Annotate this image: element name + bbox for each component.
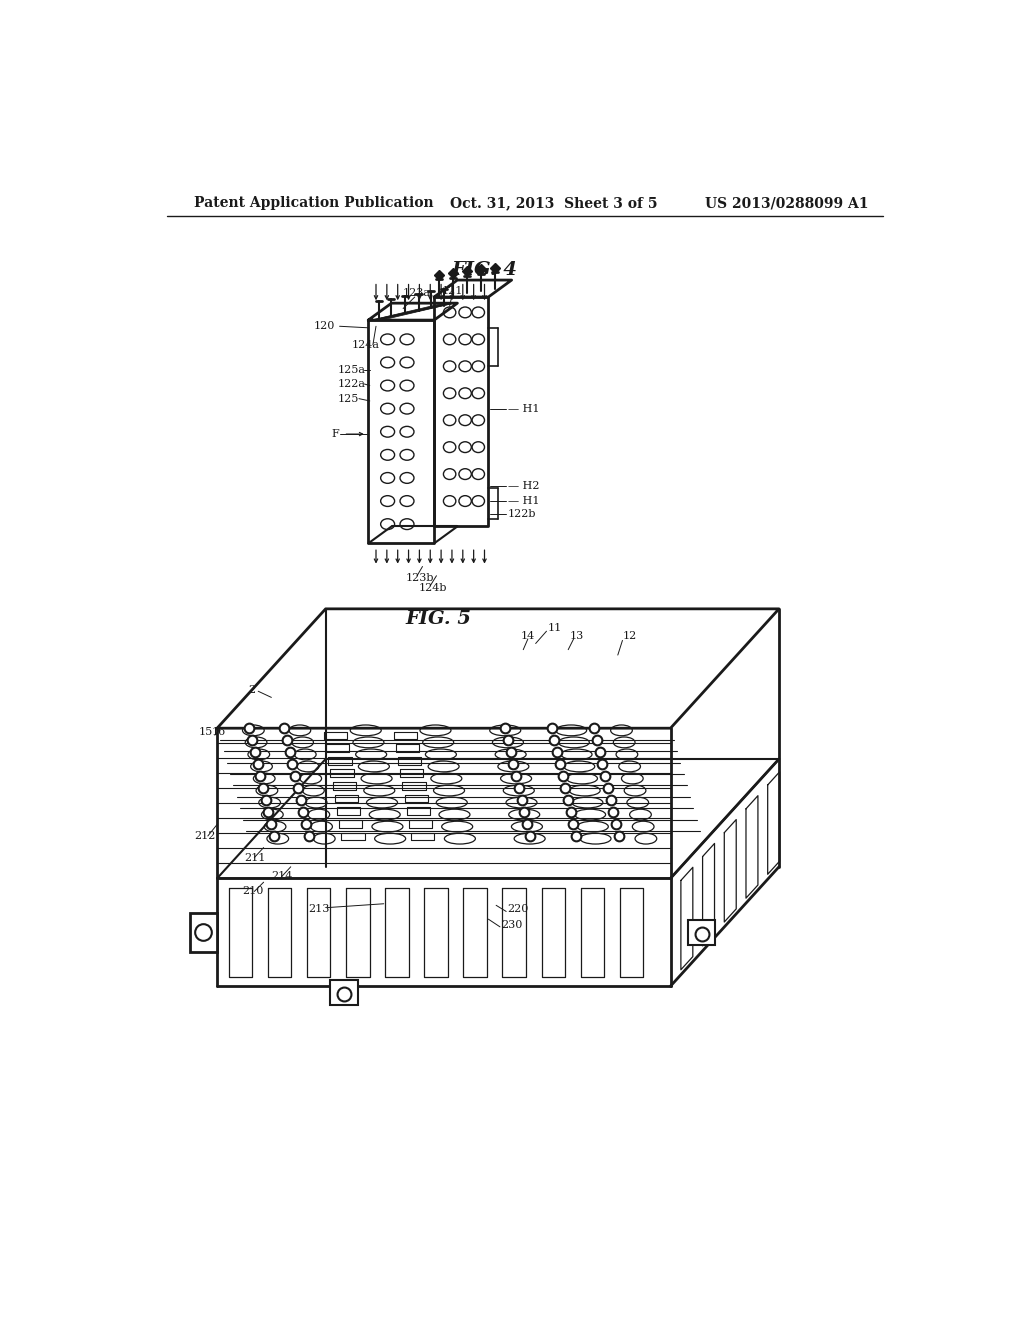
Text: 12: 12	[623, 631, 637, 640]
Text: — H1: — H1	[508, 496, 540, 506]
Text: FIG. 4: FIG. 4	[452, 261, 517, 279]
Text: 15: 15	[199, 727, 213, 737]
Text: 13: 13	[569, 631, 584, 640]
Text: 16: 16	[212, 727, 226, 737]
Text: 230: 230	[502, 920, 523, 929]
Text: 125a: 125a	[337, 366, 366, 375]
Text: 124b: 124b	[419, 583, 447, 593]
Text: 210: 210	[243, 887, 264, 896]
Text: 120: 120	[314, 321, 336, 331]
Text: 211: 211	[245, 853, 265, 862]
Text: 122a: 122a	[337, 379, 366, 389]
Text: — H1: — H1	[508, 404, 540, 413]
Text: 11: 11	[548, 623, 562, 634]
Text: FIG. 5: FIG. 5	[406, 610, 471, 628]
Text: 123b: 123b	[406, 573, 434, 583]
Text: 220: 220	[508, 904, 529, 915]
Text: 14: 14	[520, 631, 535, 640]
Bar	[687, 920, 716, 945]
Text: 122b: 122b	[508, 510, 537, 519]
Bar	[330, 979, 358, 1005]
Text: 123a: 123a	[403, 288, 431, 298]
Text: 213: 213	[308, 904, 329, 915]
Text: 214: 214	[271, 871, 293, 880]
Text: US 2013/0288099 A1: US 2013/0288099 A1	[706, 197, 869, 210]
Text: 125: 125	[337, 393, 358, 404]
Polygon shape	[372, 304, 455, 321]
Text: F: F	[332, 429, 340, 440]
Text: 212: 212	[194, 832, 215, 841]
Text: 121: 121	[442, 286, 463, 296]
Bar	[190, 913, 217, 952]
Text: — H2: — H2	[508, 480, 540, 491]
Text: Patent Application Publication: Patent Application Publication	[194, 197, 433, 210]
Text: 124a: 124a	[351, 339, 379, 350]
Text: Oct. 31, 2013  Sheet 3 of 5: Oct. 31, 2013 Sheet 3 of 5	[450, 197, 657, 210]
Text: 2: 2	[248, 685, 255, 694]
